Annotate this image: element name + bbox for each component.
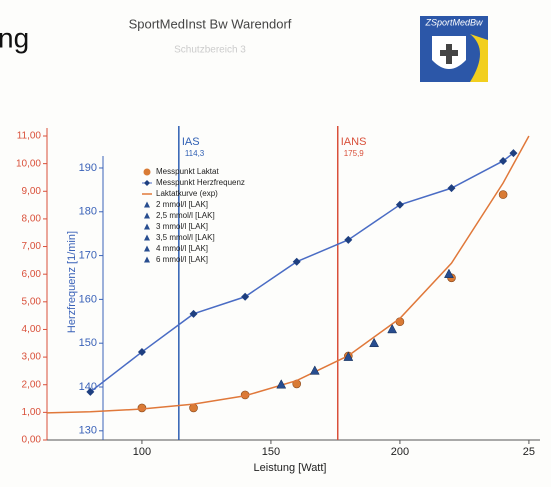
- y2-tick-label: 170: [79, 249, 97, 261]
- heart-rate-point: [344, 235, 353, 244]
- heart-rate-point: [395, 200, 404, 209]
- y-tick-label: 0,00: [22, 435, 42, 446]
- legend-marker: [144, 212, 150, 219]
- threshold-point: [387, 323, 398, 334]
- legend-label: 6 mmol/l [LAK]: [156, 255, 208, 264]
- series-line: [46, 135, 530, 414]
- y2-tick-label: 130: [79, 425, 97, 437]
- legend-label: 3,5 mmol/l [LAK]: [156, 233, 215, 242]
- heart-rate-point: [137, 347, 146, 356]
- x-tick-label: 150: [262, 446, 280, 458]
- y-tick-label: 10,00: [16, 158, 41, 169]
- threshold-point: [444, 268, 454, 278]
- y-tick-label: 3,00: [22, 352, 42, 363]
- legend-label: 2,5 mmol/l [LAK]: [156, 211, 215, 220]
- y2-tick-label: 190: [79, 162, 97, 174]
- y2-tick-label: 150: [79, 337, 97, 349]
- y2-axis-label: Herzfrequenz [1/min]: [66, 231, 78, 333]
- threshold-point: [369, 337, 380, 348]
- threshold-value: 175,9: [344, 149, 365, 158]
- y-tick-label: 1,00: [22, 407, 42, 418]
- logo-cross: [440, 44, 458, 64]
- partial-title: ng: [0, 22, 29, 53]
- legend-marker: [144, 223, 150, 230]
- x-tick-label: 200: [391, 446, 409, 458]
- plot: 0,00 1,00 2,00 3,00 4,00 5,00 6,00 7,00 8,00 9,00…: [16, 126, 540, 458]
- y-tick-label: 6,00: [22, 269, 42, 280]
- threshold-point: [343, 351, 354, 361]
- x-axis-label: Leistung [Watt]: [254, 462, 327, 474]
- threshold-label: IAS: [182, 136, 200, 148]
- legend-label: Messpunkt Herzfrequenz: [156, 178, 245, 187]
- legend-label: 2 mmol/l [LAK]: [156, 200, 208, 209]
- series-line: [89, 152, 514, 393]
- legend-label: 3 mmol/l [LAK]: [156, 222, 208, 231]
- x-tick-label: 100: [133, 446, 151, 458]
- threshold-point: [276, 379, 287, 389]
- legend-label: Messpunkt Laktat: [156, 167, 219, 176]
- y-tick-label: 9,00: [22, 186, 42, 197]
- threshold-label: IANS: [341, 136, 367, 148]
- legend-marker: [143, 168, 151, 176]
- heart-rate-point: [292, 257, 301, 266]
- y-tick-label: 7,00: [22, 241, 42, 252]
- heart-rate-point: [241, 292, 250, 301]
- logo-text: ZSportMedBw: [424, 17, 483, 27]
- lactate-point: [137, 403, 147, 413]
- legend-marker: [144, 180, 150, 186]
- heart-rate-point: [509, 149, 518, 158]
- y-tick-label: 11,00: [17, 131, 42, 142]
- legend-label: 4 mmol/l [LAK]: [156, 244, 208, 253]
- legend-marker: [144, 256, 150, 263]
- legend-marker: [144, 201, 150, 208]
- x-tick-label: 25: [523, 446, 535, 458]
- legend-label: Laktatkurve (exp): [156, 189, 218, 198]
- y-tick-label: 2,00: [22, 379, 42, 390]
- legend-marker: [144, 234, 150, 241]
- y-tick-label: 5,00: [22, 296, 42, 307]
- heart-rate-point: [189, 309, 198, 318]
- y-tick-label: 8,00: [22, 214, 42, 225]
- legend-marker: [144, 245, 150, 252]
- heart-rate-point: [86, 387, 95, 396]
- subtitle: Schutzbereich 3: [174, 45, 246, 56]
- logo: ZSportMedBw: [420, 16, 488, 82]
- lactate-point: [189, 403, 198, 413]
- heart-rate-point: [499, 156, 508, 165]
- logo-swoosh: [470, 34, 488, 82]
- y2-tick-label: 180: [79, 206, 97, 218]
- threshold-value: 114,3: [185, 149, 205, 158]
- heart-rate-point: [447, 184, 456, 193]
- y-tick-label: 4,00: [22, 324, 42, 335]
- lactate-point: [498, 190, 508, 199]
- institute: SportMedInst Bw Warendorf: [129, 16, 292, 31]
- y2-tick-label: 160: [79, 293, 97, 305]
- threshold-point: [309, 365, 320, 375]
